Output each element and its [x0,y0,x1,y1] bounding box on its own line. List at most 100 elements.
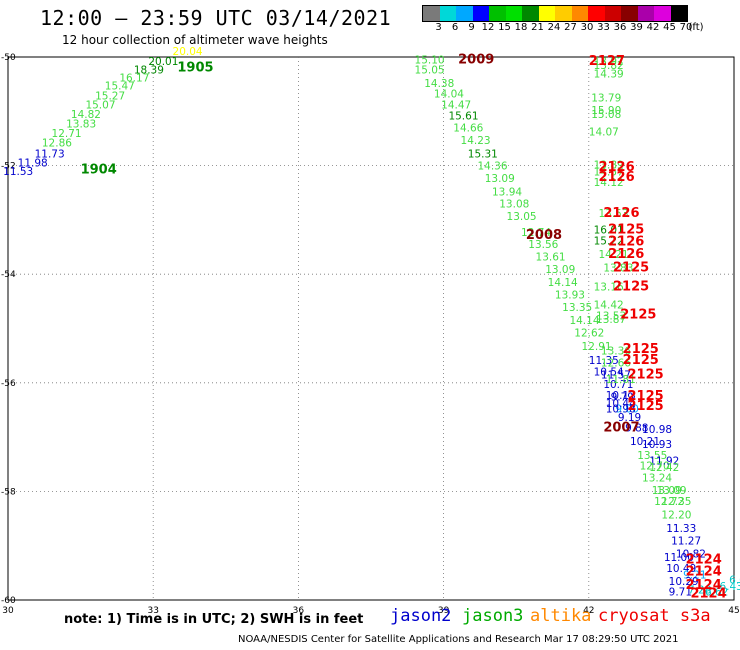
satellite-legend-item: jason3 [462,606,524,626]
wave-height-value: 13.09 [485,173,515,185]
wave-height-value: 12.86 [42,138,72,150]
color-swatch [654,6,671,21]
wave-height-value: 13.36 [601,346,631,358]
satellite-legend-item: altika [530,606,592,626]
wave-height-value: 9.71 [669,587,692,599]
wave-height-value: 13.09 [657,485,687,497]
wave-height-value: 10.71 [603,379,633,391]
wave-height-value: 11.00 [664,552,694,564]
color-scale-labels: 3 6 9 12 15 18 21 24 27 30 33 36 39 42 45 70 (ft) [422,22,740,34]
pass-time-label: 2125 [613,279,649,294]
wave-height-value: 13.53 [596,310,626,322]
pass-time-label: 2126 [598,170,634,185]
footer-credit: NOAA/NESDIS Center for Satellite Applica… [238,634,679,645]
wave-height-value: 10.82 [676,549,706,561]
pass-time-label: 2125 [608,222,644,237]
wave-height-value: 10.49 [666,563,696,575]
y-tick-label: -60 [1,596,16,606]
pass-time-label: 2008 [526,228,562,243]
wave-height-value: 11.92 [649,455,679,467]
color-swatch [423,6,440,21]
wave-height-value: 10.44 [606,398,636,410]
y-tick-label: -50 [1,53,16,63]
wave-height-value: 13.09 [545,264,575,276]
wave-height-value: 13.94 [492,186,522,198]
wave-height-value: 12.35 [661,496,691,508]
color-scale-label: 45 [663,22,676,33]
wave-height-value: 11.81 [606,374,636,386]
color-scale-label: 70 [679,22,693,33]
page-subtitle: 12 hour collection of altimeter wave hei… [62,33,328,47]
y-tick-label: -56 [1,379,16,389]
wave-height-color-scale [422,5,688,22]
wave-height-value: 13.56 [528,239,558,251]
wave-height-value: 9.19 [618,412,641,424]
wave-height-value: 13.83 [603,262,633,274]
x-tick-label: 45 [728,606,739,616]
wave-height-value: 15.90 [591,105,621,117]
wave-height-value: 13.24 [642,473,672,485]
x-tick-label: 36 [293,606,305,616]
wave-height-value: 11.73 [35,148,65,160]
wave-height-value: 14.66 [453,122,483,134]
wave-height-value: 15.61 [448,110,478,122]
wave-height-value: 20.01 [148,56,178,68]
wave-height-value: 13.53 [598,208,628,220]
wave-height-value: 12.66 [601,358,631,370]
footer-note: note: 1) Time is in UTC; 2) SWH is in fe… [64,612,364,627]
wave-height-value: 10.98 [606,404,636,416]
color-swatch [522,6,539,21]
color-swatch [637,6,654,21]
pass-time-label: 2125 [623,342,659,357]
wave-height-value: 15.47 [105,81,135,93]
wave-height-value: 6.62 [705,587,728,599]
x-tick-label: 42 [583,606,594,616]
wave-height-value: 15.10 [415,55,445,67]
wave-height-value: 12.71 [52,128,82,140]
pass-time-label: 2125 [623,353,659,368]
pass-time-label: 2124 [686,553,722,568]
pass-time-label: 2126 [598,160,634,175]
pass-time-label: 2125 [613,260,649,275]
wave-height-value: 14.12 [594,177,624,189]
color-scale-label: 42 [646,22,660,33]
wave-height-value: 14.14 [548,277,578,289]
wave-height-value: 11.53 [3,166,33,178]
wave-height-value: 13.08 [499,198,529,210]
pass-time-label: 1905 [177,61,213,76]
wave-height-value: 14.38 [424,78,454,90]
color-scale-label: 27 [564,22,577,33]
wave-height-value: 11.27 [671,536,701,548]
pass-time-label: 2126 [603,206,639,221]
wave-height-value: 11.98 [18,158,48,170]
color-swatch [555,6,572,21]
wave-height-value: 14.07 [589,127,619,139]
pass-time-label: 2126 [608,247,644,262]
wave-height-value: 9.00 [615,404,638,416]
wave-height-value: 9.21 [683,569,706,581]
pass-time-label: 2125 [628,367,664,382]
page-title: 12:00 – 23:59 UTC 03/14/2021 [40,6,392,30]
wave-height-value: 15.08 [591,109,621,121]
wave-height-value: 10.98 [642,424,672,436]
color-swatch [538,6,555,21]
wave-height-value: 14.47 [441,100,471,112]
pass-time-label: 2126 [608,234,644,249]
wave-height-value: 11.57 [601,369,631,381]
color-scale-label: 30 [580,22,594,33]
wave-height-value: 15.07 [85,100,115,112]
color-swatch [604,6,621,21]
color-scale-label: 6 [451,22,459,33]
wave-height-value: 7.28 [688,584,711,596]
wave-height-value: 18.39 [134,64,164,76]
color-scale-label: 3 [435,22,442,33]
x-tick-label: 33 [147,606,158,616]
satellite-legend-item: cryosat s3a [598,606,711,626]
wave-height-value: 13.83 [66,119,96,131]
color-swatch [489,6,506,21]
wave-height-value: 12.74 [521,227,551,239]
color-swatch [456,6,473,21]
wave-height-value: 13.35 [562,302,592,314]
wave-height-value: 10.93 [642,439,672,451]
pass-time-label: 2125 [620,308,656,323]
